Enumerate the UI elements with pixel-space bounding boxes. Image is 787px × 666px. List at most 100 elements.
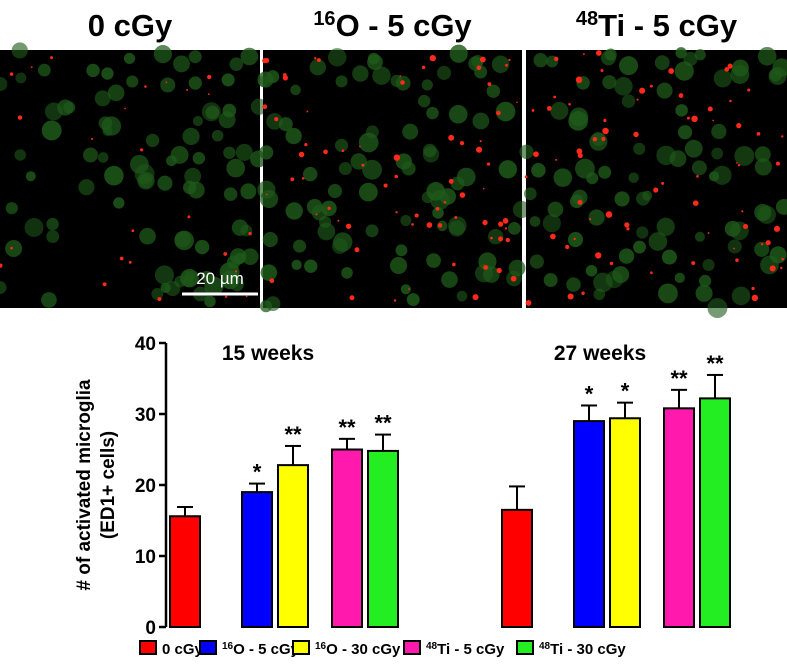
microglia xyxy=(361,163,365,167)
cell-nucleus xyxy=(426,253,441,268)
microglia xyxy=(496,267,502,274)
microglia xyxy=(712,119,715,122)
legend-label-text: 0 cGy xyxy=(162,641,204,658)
cell-nucleus xyxy=(352,65,369,82)
microglia xyxy=(323,149,328,155)
microglia xyxy=(691,115,698,123)
microglia xyxy=(737,164,741,167)
microglia xyxy=(736,123,742,129)
legend-swatch xyxy=(139,640,157,655)
cell-nucleus xyxy=(102,126,113,137)
cell-nucleus xyxy=(83,147,98,163)
microglia xyxy=(9,72,14,76)
cell-nucleus xyxy=(491,55,510,74)
cell-nucleus xyxy=(226,158,246,178)
microglia xyxy=(165,81,168,84)
bar xyxy=(699,397,731,628)
cell-nucleus xyxy=(498,160,517,179)
significance-label: ** xyxy=(284,422,302,447)
cell-nucleus xyxy=(0,77,8,91)
cell-nucleus xyxy=(768,66,787,85)
microglia xyxy=(751,286,755,291)
microglia xyxy=(383,183,388,188)
microglia xyxy=(567,293,574,300)
microglia xyxy=(760,242,764,246)
cell-nucleus xyxy=(174,231,191,248)
microglia xyxy=(775,161,780,166)
microglia xyxy=(707,106,713,112)
cell-nucleus xyxy=(523,187,537,201)
microglia xyxy=(248,231,252,236)
cell-nucleus xyxy=(754,146,771,163)
microglia xyxy=(661,181,665,185)
cell-nucleus xyxy=(240,47,259,66)
cell-nucleus xyxy=(78,179,95,196)
cell-nucleus xyxy=(204,276,224,296)
cell-nucleus xyxy=(170,145,189,164)
cell-nucleus xyxy=(0,281,7,295)
microglia xyxy=(483,265,488,270)
cell-nucleus xyxy=(628,172,639,183)
microglia xyxy=(781,257,784,261)
y-tick-label: 40 xyxy=(135,334,156,355)
microglia xyxy=(502,218,509,224)
microglia xyxy=(505,63,508,67)
cell-nucleus xyxy=(107,84,125,102)
microglia xyxy=(516,101,518,104)
microglia xyxy=(678,93,684,98)
panel-title-sup: 16 xyxy=(313,8,335,30)
cell-nucleus xyxy=(293,239,307,253)
cell-nucleus xyxy=(711,147,724,160)
cell-nucleus xyxy=(341,267,353,279)
cell-nucleus xyxy=(46,230,60,243)
legend-label-text: Ti - 5 cGy xyxy=(437,641,505,658)
cell-nucleus xyxy=(543,273,558,288)
cell-nucleus xyxy=(675,104,688,117)
microglia xyxy=(577,153,583,159)
cell-nucleus xyxy=(677,125,693,140)
microglia xyxy=(354,247,360,253)
significance-label: ** xyxy=(374,411,392,436)
cell-nucleus xyxy=(184,167,202,185)
significance-label: ** xyxy=(706,351,724,376)
microglia xyxy=(472,294,479,301)
cell-nucleus xyxy=(661,249,677,265)
microglia xyxy=(10,246,13,250)
microglia xyxy=(414,213,419,218)
legend-label: 48Ti - 30 cGy xyxy=(539,641,626,659)
cell-nucleus xyxy=(529,254,544,269)
bar xyxy=(277,464,309,628)
microglia xyxy=(496,110,501,116)
microglia xyxy=(686,116,690,120)
cell-nucleus xyxy=(362,159,382,180)
cell-nucleus xyxy=(240,183,257,200)
microglia xyxy=(349,295,355,301)
cell-nucleus xyxy=(14,149,26,161)
y-axis-label-line: # of activated microglia xyxy=(74,379,95,591)
microglia xyxy=(90,137,94,141)
cell-nucleus xyxy=(188,76,202,90)
cell-nucleus xyxy=(669,150,687,168)
microglia xyxy=(269,278,275,284)
cell-nucleus xyxy=(160,282,171,294)
cell-nucleus xyxy=(730,65,750,85)
group-title: 27 weeks xyxy=(554,342,646,365)
cell-nucleus xyxy=(309,59,326,76)
microglia xyxy=(568,102,571,106)
microglia xyxy=(696,174,699,178)
cell-nucleus xyxy=(367,54,383,71)
cell-nucleus xyxy=(139,227,156,245)
microglia xyxy=(245,295,248,298)
microglia xyxy=(589,218,592,221)
cell-nucleus xyxy=(695,284,713,302)
microglia xyxy=(443,200,447,204)
cell-nucleus xyxy=(586,172,599,185)
microglia xyxy=(265,193,268,196)
microglia xyxy=(187,215,191,219)
cell-nucleus xyxy=(5,240,23,258)
cell-nucleus xyxy=(101,67,114,80)
legend-label-sup: 48 xyxy=(539,641,551,652)
cell-nucleus xyxy=(591,131,606,147)
legend-label-text: O - 30 cGy xyxy=(326,641,401,658)
significance-label: * xyxy=(585,381,594,406)
